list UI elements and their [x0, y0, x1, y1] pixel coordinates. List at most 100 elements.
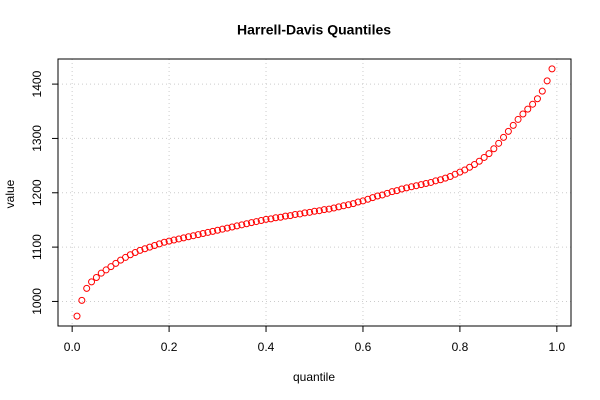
- point: [102, 266, 110, 274]
- point: [160, 238, 168, 246]
- point: [267, 215, 275, 223]
- point: [286, 212, 294, 220]
- point: [398, 185, 406, 193]
- point: [470, 161, 478, 169]
- point: [165, 237, 173, 245]
- point: [407, 183, 415, 191]
- point: [155, 240, 163, 248]
- point: [214, 226, 222, 234]
- point: [344, 201, 352, 209]
- point: [73, 312, 81, 320]
- point: [383, 189, 391, 197]
- point: [228, 223, 236, 231]
- point: [427, 178, 435, 186]
- point: [257, 216, 265, 224]
- point: [209, 227, 217, 235]
- point: [262, 215, 270, 223]
- point: [437, 176, 445, 184]
- point: [335, 203, 343, 211]
- point: [485, 150, 493, 158]
- point: [301, 209, 309, 217]
- point: [412, 182, 420, 190]
- point: [432, 177, 440, 185]
- point: [88, 278, 96, 286]
- point: [107, 263, 115, 271]
- x-tick-label: 1.0: [549, 340, 566, 354]
- point: [296, 210, 304, 218]
- point: [475, 157, 483, 165]
- point: [92, 274, 100, 282]
- point: [354, 198, 362, 206]
- point: [330, 204, 338, 212]
- point: [252, 218, 260, 226]
- point: [204, 228, 212, 236]
- point: [136, 246, 144, 254]
- point: [243, 220, 251, 228]
- point: [340, 202, 348, 210]
- point: [509, 121, 517, 129]
- y-axis-label: value: [3, 179, 17, 208]
- point: [194, 231, 202, 239]
- point: [543, 77, 551, 85]
- point: [422, 180, 430, 188]
- point: [364, 195, 372, 203]
- point: [388, 188, 396, 196]
- point: [495, 139, 503, 147]
- point: [378, 191, 386, 199]
- point: [151, 241, 159, 249]
- point: [238, 221, 246, 229]
- point: [291, 211, 299, 219]
- point: [480, 153, 488, 161]
- point: [533, 95, 541, 103]
- point: [529, 100, 537, 108]
- point: [281, 212, 289, 220]
- point: [233, 222, 241, 230]
- point: [247, 219, 255, 227]
- point: [199, 230, 207, 238]
- x-tick-label: 0.4: [258, 340, 275, 354]
- point: [311, 207, 318, 215]
- x-axis-label: quantile: [293, 370, 335, 384]
- plot-frame: [57, 58, 572, 327]
- point: [184, 233, 192, 241]
- point: [514, 115, 522, 123]
- point: [223, 224, 231, 232]
- point: [189, 232, 197, 240]
- x-tick-label: 0.2: [161, 340, 178, 354]
- point: [146, 243, 154, 251]
- point: [538, 87, 546, 95]
- point: [349, 200, 357, 208]
- x-tick-label: 0.8: [452, 340, 469, 354]
- point: [504, 127, 512, 135]
- point: [306, 208, 314, 216]
- point: [218, 225, 226, 233]
- x-tick-label: 0.6: [355, 340, 372, 354]
- point: [272, 214, 280, 222]
- y-tick-label: 1100: [30, 234, 44, 260]
- point: [369, 194, 377, 202]
- point: [175, 235, 183, 243]
- point: [490, 145, 498, 153]
- point: [403, 184, 411, 192]
- point: [141, 245, 149, 253]
- y-tick-label: 1200: [30, 179, 44, 206]
- point: [325, 205, 333, 213]
- point: [393, 187, 401, 195]
- point: [519, 110, 527, 118]
- point: [500, 133, 508, 141]
- point: [315, 207, 323, 215]
- point: [112, 259, 120, 267]
- y-tick-label: 1400: [30, 70, 44, 97]
- y-tick-label: 1000: [30, 288, 44, 315]
- point: [524, 105, 532, 113]
- point: [78, 296, 86, 304]
- point: [548, 65, 556, 73]
- point: [374, 192, 382, 200]
- point: [359, 197, 367, 205]
- x-tick-label: 0.0: [64, 340, 81, 354]
- chart-title: Harrell-Davis Quantiles: [237, 22, 391, 38]
- point: [97, 269, 105, 277]
